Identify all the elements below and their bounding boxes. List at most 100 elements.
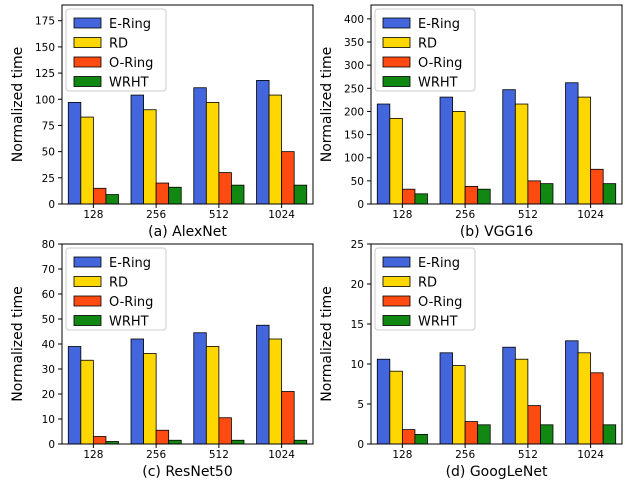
y-tick-label: 125 xyxy=(35,68,55,80)
bar-rd-128 xyxy=(389,117,403,205)
bar-e-ring-1024 xyxy=(256,80,270,205)
x-tick-label: 512 xyxy=(209,449,229,461)
bar-wrht-256 xyxy=(168,186,182,205)
bar-o-ring-256 xyxy=(464,421,479,445)
bar-rd-1024 xyxy=(577,352,592,445)
bar-o-ring-256 xyxy=(155,182,170,205)
legend-swatch-o-ring xyxy=(382,295,411,307)
chart-panel-resnet50: 0 10 20 30 40 50 60 70 80 128 256 512 1024 Normalized… xyxy=(10,239,314,480)
y-axis-label: Normalized time xyxy=(319,47,335,162)
legend-label-e-ring: E-Ring xyxy=(418,256,460,271)
x-tick-label: 128 xyxy=(392,209,412,221)
bar-o-ring-128 xyxy=(92,187,107,205)
legend-label-e-ring: E-Ring xyxy=(418,17,460,32)
bar-o-ring-1024 xyxy=(590,168,604,205)
panel-title: (a) AlexNet xyxy=(148,224,227,240)
bar-wrht-256 xyxy=(477,188,491,205)
bar-o-ring-256 xyxy=(155,429,170,445)
legend-swatch-rd xyxy=(382,37,411,48)
x-tick-label: 128 xyxy=(83,209,103,221)
bar-wrht-256 xyxy=(477,424,491,445)
legend-label-wrht: WRHT xyxy=(109,315,149,330)
y-tick-label: 10 xyxy=(42,414,55,426)
legend-swatch-rd xyxy=(73,276,102,287)
bar-rd-512 xyxy=(205,346,220,445)
legend-label-e-ring: E-Ring xyxy=(109,256,151,271)
legend-swatch-wrht xyxy=(382,76,411,87)
panel-title: (c) ResNet50 xyxy=(142,464,232,480)
y-tick-label: 50 xyxy=(42,147,55,159)
legend: E-Ring RD O-Ring WRHT xyxy=(374,8,476,92)
x-tick-label: 256 xyxy=(455,209,475,221)
bar-rd-512 xyxy=(514,103,529,205)
bar-rd-1024 xyxy=(268,94,283,205)
y-axis-label: Normalized time xyxy=(319,286,335,401)
y-tick-label: 150 xyxy=(344,130,364,142)
legend-label-rd: RD xyxy=(109,276,128,291)
bar-rd-512 xyxy=(205,102,220,205)
bar-e-ring-1024 xyxy=(565,340,579,445)
y-tick-label: 0 xyxy=(48,199,55,211)
y-tick-label: 15 xyxy=(351,319,364,331)
x-tick-label: 512 xyxy=(209,209,229,221)
bar-o-ring-512 xyxy=(218,172,232,205)
bar-o-ring-128 xyxy=(401,429,416,445)
bar-e-ring-128 xyxy=(376,103,391,205)
bar-wrht-512 xyxy=(540,183,554,205)
y-tick-label: 400 xyxy=(344,14,364,26)
legend-swatch-o-ring xyxy=(382,56,411,68)
bar-rd-256 xyxy=(143,109,157,205)
bar-wrht-512 xyxy=(231,184,245,205)
bar-wrht-1024 xyxy=(602,183,617,205)
bar-e-ring-128 xyxy=(67,346,82,445)
bar-e-ring-1024 xyxy=(256,324,270,445)
bar-o-ring-512 xyxy=(527,405,541,445)
legend-swatch-o-ring xyxy=(73,56,102,68)
legend-swatch-rd xyxy=(382,276,411,287)
y-tick-label: 20 xyxy=(42,389,55,401)
x-tick-label: 256 xyxy=(146,449,166,461)
bar-rd-128 xyxy=(80,359,94,445)
bar-wrht-1024 xyxy=(293,184,308,205)
legend-box xyxy=(65,247,167,331)
legend-label-wrht: WRHT xyxy=(418,76,458,91)
bar-wrht-128 xyxy=(105,194,119,205)
bar-rd-1024 xyxy=(268,338,283,445)
y-tick-label: 60 xyxy=(42,289,55,301)
bar-wrht-128 xyxy=(414,433,428,445)
bar-e-ring-1024 xyxy=(565,82,579,205)
bar-rd-256 xyxy=(452,111,466,205)
legend-swatch-wrht xyxy=(73,315,102,326)
bar-o-ring-1024 xyxy=(281,151,295,205)
bar-wrht-1024 xyxy=(293,439,308,445)
bar-e-ring-128 xyxy=(67,102,82,205)
bar-rd-256 xyxy=(452,365,466,445)
y-tick-label: 40 xyxy=(42,339,55,351)
bar-e-ring-256 xyxy=(439,96,453,205)
y-tick-label: 100 xyxy=(35,94,55,106)
bar-rd-512 xyxy=(514,358,529,445)
x-tick-label: 128 xyxy=(392,449,412,461)
legend-label-rd: RD xyxy=(418,276,437,291)
legend-label-wrht: WRHT xyxy=(418,315,458,330)
legend-swatch-rd xyxy=(73,37,102,48)
y-tick-label: 30 xyxy=(42,364,55,376)
bar-e-ring-512 xyxy=(502,89,516,205)
bar-e-ring-512 xyxy=(193,87,207,205)
y-tick-label: 300 xyxy=(344,60,364,72)
legend-swatch-wrht xyxy=(73,76,102,87)
y-tick-label: 350 xyxy=(344,37,364,49)
plot-frame xyxy=(61,4,314,205)
y-tick-label: 200 xyxy=(344,106,364,118)
bar-o-ring-128 xyxy=(92,436,107,445)
x-tick-label: 512 xyxy=(518,449,538,461)
bar-e-ring-128 xyxy=(376,358,391,445)
plot-frame xyxy=(370,4,623,205)
panel-title: (d) GoogLeNet xyxy=(446,464,548,480)
x-tick-label: 256 xyxy=(455,449,475,461)
bar-rd-256 xyxy=(143,353,157,445)
legend-label-rd: RD xyxy=(109,37,128,52)
y-tick-label: 0 xyxy=(48,439,55,451)
x-tick-label: 1024 xyxy=(268,449,295,461)
bar-o-ring-128 xyxy=(401,188,416,205)
